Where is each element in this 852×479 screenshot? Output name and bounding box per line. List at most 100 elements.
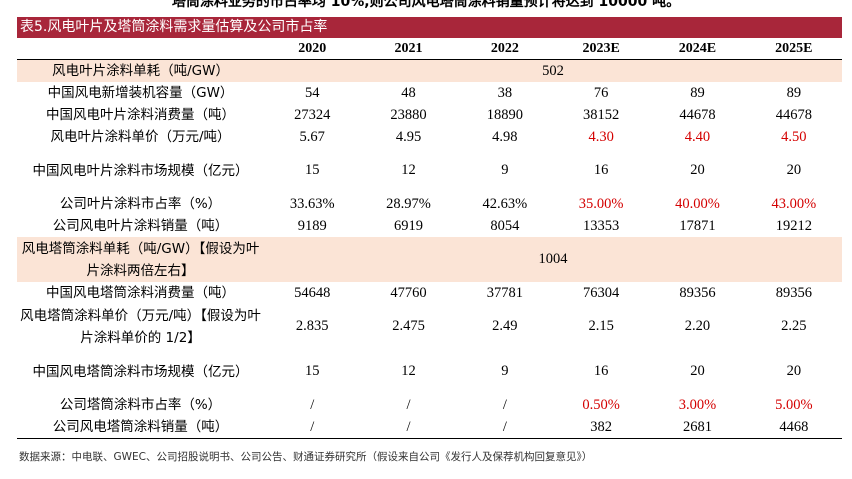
merged-value-cell: 1004 xyxy=(264,237,842,282)
table-body: 风电叶片涂料单耗（吨/GW） 502 中国风电新增装机容量（GW） 54 48 38 76 8… xyxy=(17,59,842,439)
value-cell: 15 xyxy=(304,363,320,379)
value-cell: 40.00% xyxy=(675,195,720,212)
value-cell: 6919 xyxy=(394,217,424,234)
value-cell: 76304 xyxy=(583,284,620,301)
value-cell: 35.00% xyxy=(578,195,624,212)
value-cell: 48 xyxy=(401,84,416,101)
value-cell: 15 xyxy=(304,162,320,178)
value-cell: 23880 xyxy=(390,106,427,123)
value-cell: / xyxy=(502,396,507,413)
row-label: 中国风电新增装机容量（GW） xyxy=(47,85,234,101)
row-label: 公司叶片涂料市占率（%） xyxy=(59,196,222,212)
value-cell: 16 xyxy=(593,363,609,379)
value-cell: 8054 xyxy=(490,217,520,234)
row-label: 公司风电叶片涂料销量（吨） xyxy=(52,218,229,234)
value-cell: 2681 xyxy=(649,416,746,439)
table-row: 风电塔筒涂料单耗（吨/GW）【假设为叶片涂料两倍左右】 1004 xyxy=(17,237,842,282)
value-cell: 37781 xyxy=(486,284,523,301)
value-cell: 5.67 xyxy=(299,128,325,145)
table-row: 中国风电叶片涂料消费量（吨） 27324 23880 18890 38152 44678 4… xyxy=(17,104,842,126)
table-row: 风电叶片涂料单耗（吨/GW） 502 xyxy=(17,59,842,82)
year-header: 2021 xyxy=(360,38,457,60)
value-cell: 89356 xyxy=(679,284,716,301)
value-cell: / xyxy=(456,416,553,439)
value-cell: 9 xyxy=(501,363,509,379)
table-row: 中国风电叶片涂料市场规模（亿元） 15 12 9 16 20 20 xyxy=(17,148,842,193)
value-cell: 44678 xyxy=(775,106,812,123)
row-label: 中国风电塔筒涂料消费量（吨） xyxy=(46,285,236,301)
value-cell: 20 xyxy=(786,363,802,379)
year-header: 2022 xyxy=(456,38,553,60)
row-label: 公司塔筒涂料市占率（%） xyxy=(59,397,222,413)
value-cell: 9 xyxy=(501,162,509,178)
value-cell: 89 xyxy=(690,84,705,101)
table-row: 公司塔筒涂料市占率（%） / / / 0.50% 3.00% 5.00% xyxy=(17,394,842,416)
preceding-text-line: 塔筒涂料业务的市占率均 10%,则公司风电塔筒涂料销量预计将达到 10000 吨… xyxy=(171,0,681,9)
value-cell: 38152 xyxy=(583,106,620,123)
source-footnote: 数据来源：中电联、GWEC、公司招股说明书、公司公告、财通证券研究所（假设来自公… xyxy=(19,451,593,463)
value-cell: / xyxy=(406,396,411,413)
value-cell: / xyxy=(360,416,457,439)
header-corner xyxy=(17,38,265,60)
year-header: 2023E xyxy=(553,38,650,60)
value-cell: 4.50 xyxy=(781,128,807,145)
value-cell: 2.25 xyxy=(781,318,807,334)
row-label: 中国风电叶片涂料市场规模（亿元） xyxy=(32,162,249,179)
value-cell: 38 xyxy=(497,84,513,101)
row-label: 风电塔筒涂料单价（万元/吨）【假设为叶片涂料单价的 1/2】 xyxy=(20,307,261,346)
value-cell: / xyxy=(310,396,315,413)
value-cell: 19212 xyxy=(775,217,812,234)
value-cell: 2.20 xyxy=(684,318,711,334)
table-row: 公司风电叶片涂料销量（吨） 9189 6919 8054 13353 17871 19212 xyxy=(17,215,842,237)
value-cell: 4.95 xyxy=(395,128,422,145)
value-cell: 76 xyxy=(593,84,609,101)
table-row: 公司风电塔筒涂料销量（吨） / //382 2681 4468 xyxy=(17,416,842,439)
table-row: 风电塔筒涂料单价（万元/吨）【假设为叶片涂料单价的 1/2】 2.835 2.475… xyxy=(17,304,842,349)
year-header: 2025E xyxy=(745,38,842,60)
row-label: 公司风电塔筒涂料销量（吨） xyxy=(17,416,265,439)
table-title: 表5.风电叶片及塔筒涂料需求量估算及公司市占率 xyxy=(17,17,842,38)
table-row: 中国风电新增装机容量（GW） 54 48 38 76 89 89 xyxy=(17,82,842,104)
table-row: 中国风电塔筒涂料消费量（吨） 54648 47760 37781 76304 89356 8… xyxy=(17,282,842,304)
value-cell: 4468 xyxy=(745,416,842,439)
value-cell: 18890 xyxy=(486,106,523,123)
value-cell: 89 xyxy=(786,84,802,101)
row-label: 中国风电塔筒涂料市场规模（亿元） xyxy=(32,363,249,380)
value-cell: 5.00% xyxy=(775,396,813,413)
row-label: 风电叶片涂料单价（万元/吨） xyxy=(50,129,231,145)
row-label: 中国风电叶片涂料消费量（吨） xyxy=(46,107,236,123)
value-cell: 2.475 xyxy=(392,318,425,334)
value-cell: 54648 xyxy=(294,284,331,301)
value-cell: 17871 xyxy=(679,217,716,234)
value-cell: 47760 xyxy=(390,284,427,301)
value-cell: 4.30 xyxy=(588,128,614,145)
value-cell: 16 xyxy=(593,162,609,178)
value-cell: 12 xyxy=(401,363,416,379)
value-cell: 28.97% xyxy=(386,195,431,212)
value-cell: 20 xyxy=(786,162,802,178)
value-cell: 12 xyxy=(401,162,416,178)
value-cell: 4.40 xyxy=(684,128,711,145)
table-row: 公司叶片涂料市占率（%） 33.63% 28.97% 42.63% 35.00% 40.0… xyxy=(17,193,842,215)
value-cell: 89356 xyxy=(775,284,812,301)
year-header: 2024E xyxy=(649,38,746,60)
value-cell: 43.00% xyxy=(771,195,817,212)
value-cell: 13353 xyxy=(583,217,620,234)
value-cell: 2.15 xyxy=(588,318,614,334)
value-cell: 20 xyxy=(690,363,705,379)
value-cell: 54 xyxy=(304,84,320,101)
value-cell: 33.63% xyxy=(289,195,335,212)
value-cell: 2.835 xyxy=(295,318,329,334)
value-cell: 27324 xyxy=(294,106,331,123)
value-cell: 0.50% xyxy=(582,396,620,413)
value-cell: 4.98 xyxy=(492,128,518,145)
value-cell: / xyxy=(264,416,361,439)
year-header: 2020 xyxy=(264,38,361,60)
value-cell: 2.49 xyxy=(492,318,518,334)
header-row: 2020 2021 2022 2023E 2024E 2025E xyxy=(17,38,842,60)
value-cell: 382 xyxy=(553,416,650,439)
row-label: 风电叶片涂料单耗（吨/GW） xyxy=(17,59,265,82)
value-cell: 20 xyxy=(690,162,705,178)
merged-value-cell: 502 xyxy=(264,59,842,82)
value-cell: 42.63% xyxy=(482,195,528,212)
